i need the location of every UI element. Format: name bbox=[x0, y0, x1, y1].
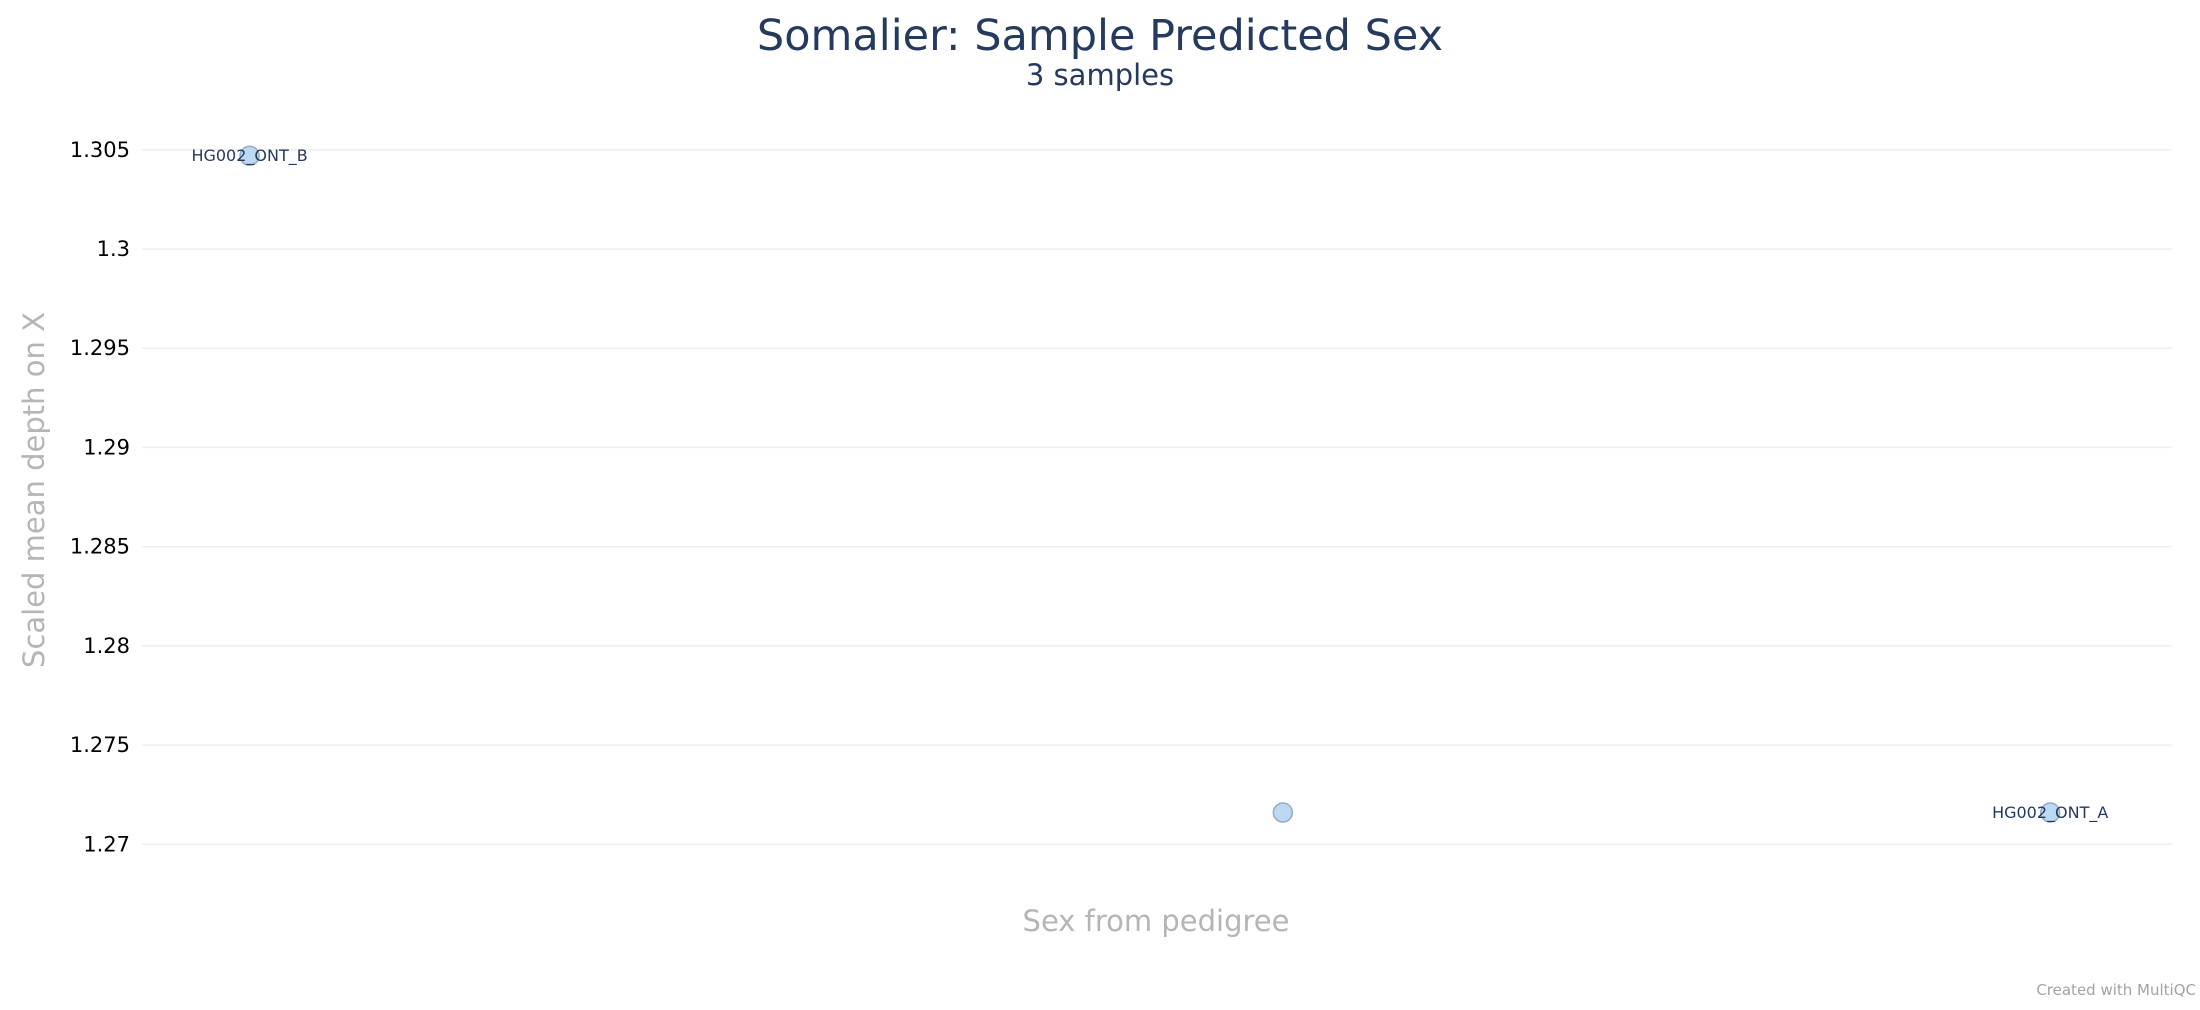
gridlines bbox=[142, 149, 2172, 846]
multiqc-credit[interactable]: Created with MultiQC bbox=[2036, 981, 2196, 999]
y-tick-label: 1.295 bbox=[70, 336, 130, 360]
data-points: HG002_ONT_B HG002_ONT_A bbox=[191, 145, 2108, 823]
y-tick-label: 1.27 bbox=[83, 832, 130, 856]
y-axis-title: Scaled mean depth on X bbox=[17, 312, 51, 668]
x-axis-title: Sex from pedigree bbox=[1023, 904, 1290, 938]
y-tick-label: 1.28 bbox=[83, 634, 130, 658]
data-point-label: HG002_ONT_B bbox=[191, 146, 307, 166]
y-tick-label: 1.275 bbox=[70, 733, 130, 757]
data-point-label: HG002_ONT_A bbox=[1992, 803, 2108, 823]
y-axis-ticks: 1.27 1.275 1.28 1.285 1.29 1.295 1.3 1.305 bbox=[70, 138, 130, 857]
data-point[interactable] bbox=[239, 145, 260, 166]
y-tick-label: 1.29 bbox=[83, 435, 130, 459]
chart-subtitle: 3 samples bbox=[1026, 58, 1174, 92]
chart-title: Somalier: Sample Predicted Sex bbox=[757, 11, 1443, 61]
y-tick-label: 1.285 bbox=[70, 535, 130, 559]
y-tick-label: 1.305 bbox=[70, 138, 130, 162]
data-point[interactable] bbox=[2039, 802, 2061, 823]
data-point[interactable] bbox=[1272, 802, 1294, 823]
y-tick-label: 1.3 bbox=[97, 237, 130, 261]
